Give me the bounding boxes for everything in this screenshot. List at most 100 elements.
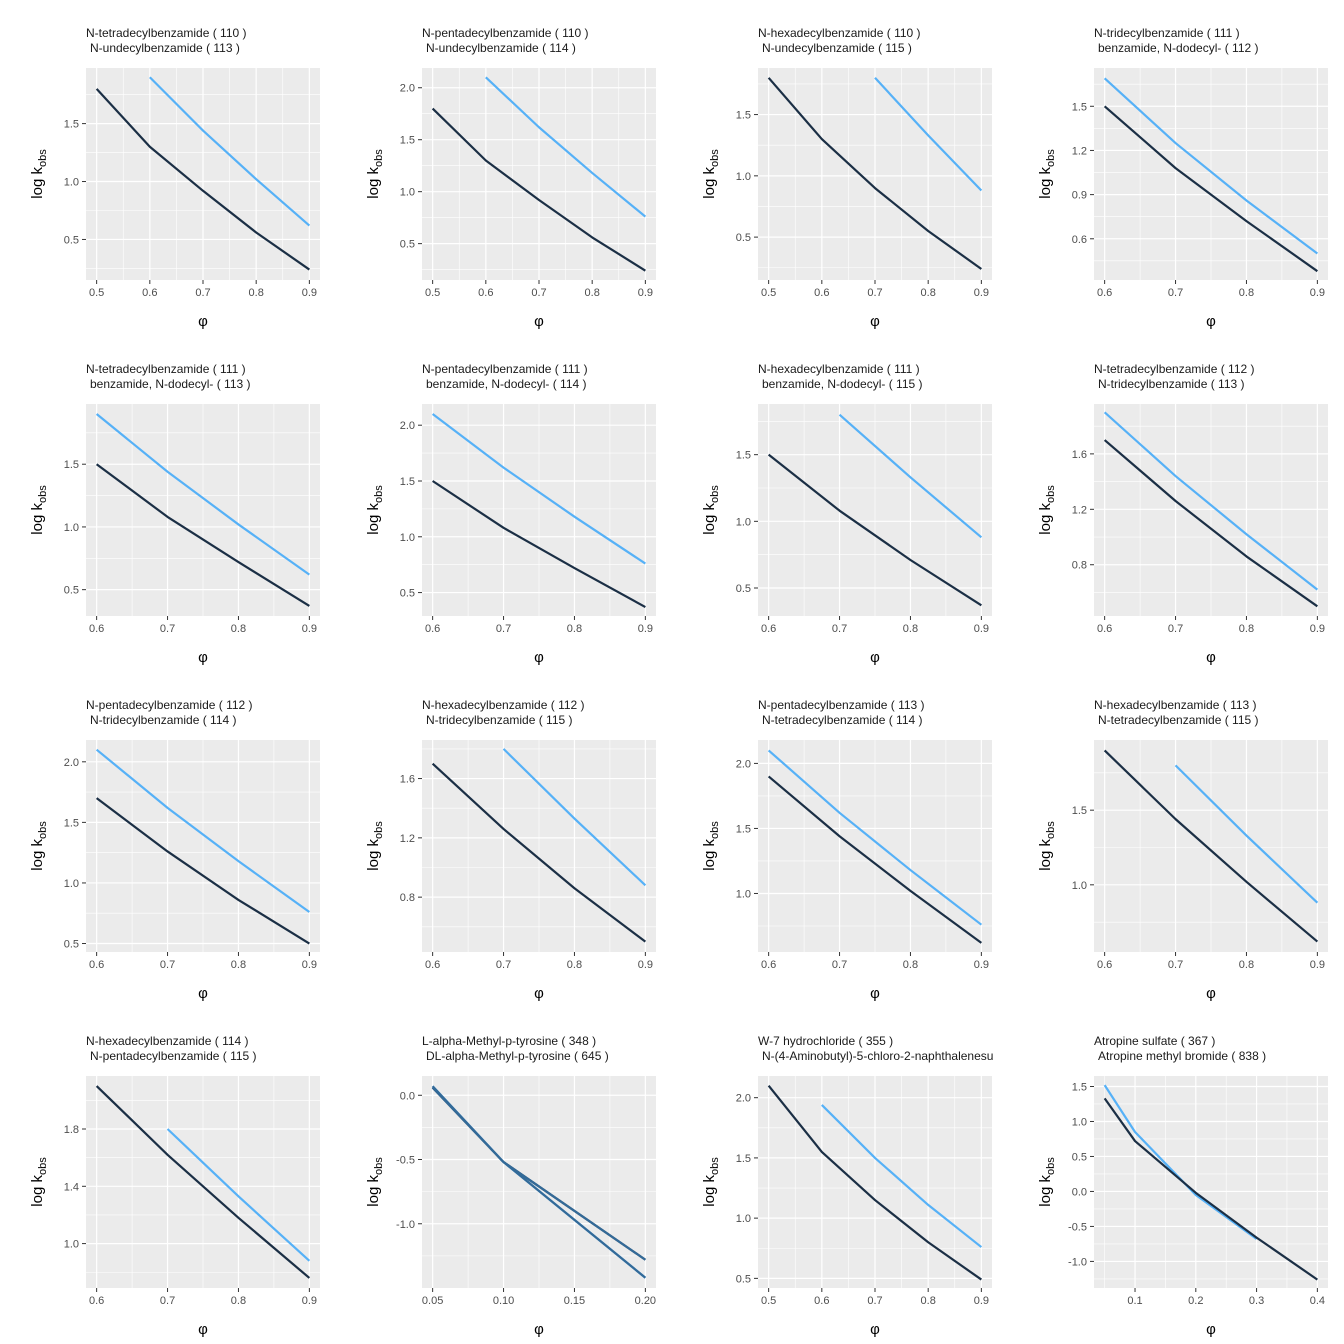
x-tick-label: 0.5	[425, 287, 440, 299]
x-tick-label: 0.7	[160, 959, 175, 971]
facet-panel: 0.5 0.6 0.7 0.8 0.9 0.5 1.0 1.5 2.0 φ log kobs N-pe…	[336, 0, 672, 336]
y-tick-label: 0.5	[736, 583, 751, 595]
y-axis-title: log kobs	[1037, 149, 1057, 199]
y-tick-label: 1.0	[64, 1239, 79, 1251]
y-tick-label: 1.0	[736, 516, 751, 528]
y-tick-label: 1.0	[1072, 880, 1087, 892]
plot-svg: 0.6 0.7 0.8 0.9 0.6 0.9 1.2 1.5 φ log kobs	[1037, 68, 1328, 330]
x-tick-label: 0.5	[761, 287, 776, 299]
facet-panel: 0.6 0.7 0.8 0.9 0.8 1.2 1.6 φ log kobs N-tetradec…	[1008, 336, 1344, 672]
x-axis-title: φ	[870, 313, 880, 330]
x-axis-title: φ	[870, 1321, 880, 1338]
x-tick-label: 0.9	[302, 623, 317, 635]
y-axis-title-subscript: obs	[709, 1157, 721, 1175]
x-tick-label: 0.8	[903, 959, 918, 971]
y-axis-title-subscript: obs	[37, 821, 49, 839]
x-tick-label: 0.6	[814, 287, 829, 299]
x-tick-label: 0.9	[974, 959, 989, 971]
x-tick-label: 0.8	[1239, 959, 1254, 971]
x-axis-title: φ	[1206, 649, 1216, 666]
panel-title-line-2: benzamide, N-dodecyl- ( 114 )	[426, 376, 587, 391]
x-tick-label: 0.8	[1239, 623, 1254, 635]
x-tick-label: 0.7	[531, 287, 546, 299]
y-tick-label: 2.0	[736, 1093, 751, 1105]
y-axis-title-main: log k	[701, 167, 718, 199]
y-tick-label: -0.5	[1068, 1221, 1087, 1233]
x-tick-label: 0.8	[921, 287, 936, 299]
y-tick-label: 1.5	[64, 459, 79, 471]
y-axis-title-subscript: obs	[37, 485, 49, 503]
x-tick-label: 0.8	[1239, 287, 1254, 299]
x-tick-label: 0.6	[89, 959, 104, 971]
y-axis-title-subscript: obs	[373, 485, 385, 503]
y-tick-label: 2.0	[400, 420, 415, 432]
y-axis-title-main: log k	[1037, 503, 1054, 535]
panel-title-line-1: L-alpha-Methyl-p-tyrosine ( 348 )	[422, 1034, 597, 1048]
series-line-light	[1103, 1084, 1258, 1240]
series-line-dark	[95, 797, 310, 945]
y-axis-title-main: log k	[29, 167, 46, 199]
x-tick-label: 0.6	[1097, 623, 1112, 635]
x-tick-label: 0.6	[761, 959, 776, 971]
plot-svg: 0.5 0.6 0.7 0.8 0.9 0.5 1.0 1.5 φ log kobs	[29, 68, 320, 330]
series-line-dark	[767, 453, 982, 607]
panel-title-line-2: Atropine methyl bromide ( 838 )	[1098, 1048, 1267, 1063]
panel-title-line-1: N-pentadecylbenzamide ( 113 )	[758, 698, 925, 712]
y-axis-title-subscript: obs	[709, 821, 721, 839]
y-tick-label: 0.5	[1072, 1151, 1087, 1163]
x-axis-title: φ	[1206, 1321, 1216, 1338]
panel-title: N-tridecylbenzamide ( 111 ) benzamide, N-…	[1094, 26, 1259, 55]
y-tick-label: 1.0	[736, 171, 751, 183]
x-axis-title: φ	[198, 313, 208, 330]
x-tick-label: 0.5	[89, 287, 104, 299]
y-tick-label: 1.5	[736, 110, 751, 122]
x-axis-title: φ	[198, 649, 208, 666]
y-axis-title-subscript: obs	[1045, 149, 1057, 167]
panel-title: N-pentadecylbenzamide ( 110 ) N-undecylbe…	[422, 26, 589, 55]
facet-panel: 0.6 0.7 0.8 0.9 0.8 1.2 1.6 φ log kobs N-hexadecy…	[336, 672, 672, 1008]
x-tick-label: 0.8	[567, 959, 582, 971]
plot-svg: 0.6 0.7 0.8 0.9 1.0 1.4 1.8 φ log kobs	[29, 1076, 320, 1338]
x-axis-title: φ	[198, 985, 208, 1002]
y-tick-label: 0.5	[400, 239, 415, 251]
y-axis-title: log kobs	[29, 1157, 49, 1207]
series-group	[95, 413, 310, 607]
panel-title-line-1: W-7 hydrochloride ( 355 )	[758, 1034, 894, 1048]
y-tick-label: 0.8	[1072, 560, 1087, 572]
y-tick-label: 0.5	[64, 585, 79, 597]
panel-title: Atropine sulfate ( 367 ) Atropine methyl …	[1094, 1034, 1266, 1063]
plot-svg: 0.6 0.7 0.8 0.9 0.5 1.0 1.5 2.0 φ log kobs	[29, 740, 320, 1002]
y-axis-title-main: log k	[1037, 167, 1054, 199]
x-tick-label: 0.6	[142, 287, 157, 299]
series-group	[1103, 411, 1319, 608]
series-group	[767, 77, 983, 270]
y-axis-title: log kobs	[29, 821, 49, 871]
y-tick-label: 1.0	[64, 878, 79, 890]
panel-title-line-2: N-tridecylbenzamide ( 115 )	[426, 712, 573, 727]
y-axis-title: log kobs	[701, 1157, 721, 1207]
y-tick-label: 2.0	[64, 757, 79, 769]
series-line-light	[485, 76, 647, 218]
x-tick-label: 0.9	[1310, 959, 1325, 971]
plot-svg: 0.5 0.6 0.7 0.8 0.9 0.5 1.0 1.5 2.0 φ log kobs	[365, 68, 656, 330]
plot-svg: 0.6 0.7 0.8 0.9 0.5 1.0 1.5 φ log kobs	[29, 404, 320, 666]
panel-title: W-7 hydrochloride ( 355 ) N-(4-Aminobutyl…	[758, 1034, 993, 1063]
series-group	[1103, 1084, 1318, 1281]
series-line-dark	[1103, 105, 1318, 273]
series-line-light	[502, 748, 647, 887]
y-axis-title-main: log k	[29, 1175, 46, 1207]
facet-panel: 0.6 0.7 0.8 0.9 0.5 1.0 1.5 2.0 φ log kobs N-penta…	[0, 672, 336, 1008]
y-axis-title-subscript: obs	[709, 485, 721, 503]
x-axis-title: φ	[534, 313, 544, 330]
y-axis-title-subscript: obs	[1045, 821, 1057, 839]
facet-panel: 0.5 0.6 0.7 0.8 0.9 0.5 1.0 1.5 2.0 φ log kobs W-7 …	[672, 1008, 1008, 1344]
x-tick-label: 0.9	[974, 287, 989, 299]
y-axis-title-main: log k	[365, 839, 382, 871]
x-tick-label: 0.2	[1188, 1295, 1203, 1307]
x-tick-label: 0.7	[160, 623, 175, 635]
y-tick-label: -1.0	[1068, 1256, 1087, 1268]
y-tick-label: 0.6	[1072, 234, 1087, 246]
y-axis-title: log kobs	[365, 149, 385, 199]
series-line-dark	[432, 480, 646, 609]
y-axis-title: log kobs	[1037, 485, 1057, 535]
